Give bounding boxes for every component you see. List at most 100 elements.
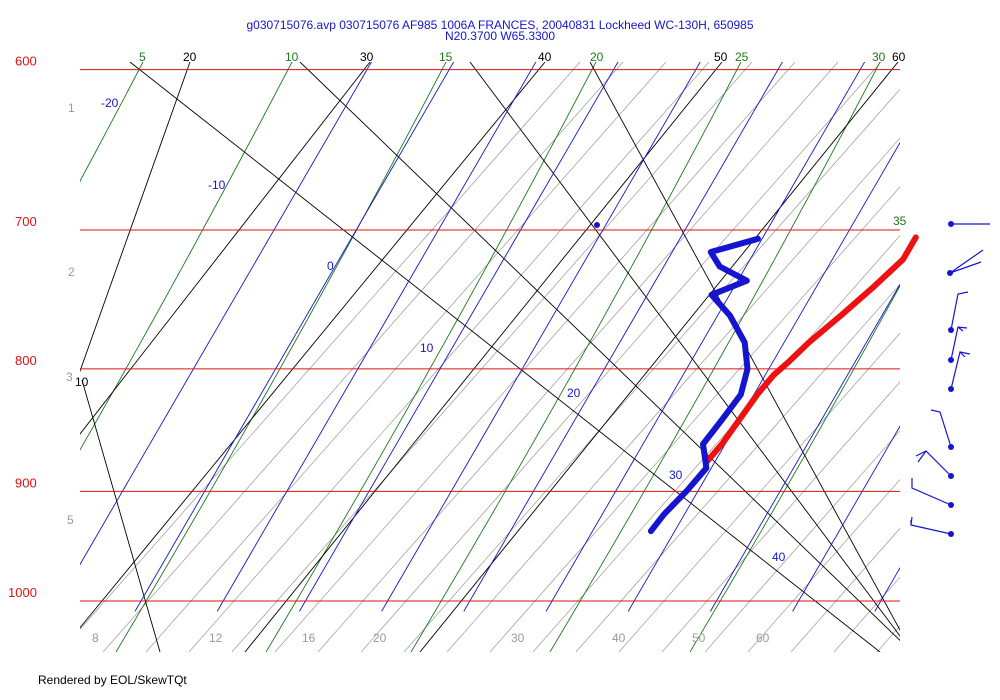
isotherm-label: 10 [420, 341, 434, 355]
moist-adiabat-label: 30 [872, 50, 886, 64]
mixing-ratio-label: 60 [756, 631, 770, 645]
wind-barb-point [948, 502, 954, 508]
isotherm [627, 141, 900, 612]
mixing-ratio-line [403, 88, 900, 652]
pressure-label: 600 [15, 54, 37, 69]
dewpoint-profile [647, 235, 761, 535]
wind-barb [930, 409, 952, 448]
moist-adiabats [80, 62, 900, 652]
mixing-ratio-label: 30 [511, 631, 525, 645]
moist-adiabat [265, 62, 597, 652]
wind-barb [949, 249, 984, 274]
moist-adiabat [80, 62, 293, 451]
mixing-ratio-line [102, 62, 624, 652]
dry-adiabat-label: 30 [360, 50, 374, 64]
isotherm-label: 20 [567, 386, 581, 400]
isotherm [299, 62, 619, 612]
wind-barb [950, 291, 969, 331]
mixing-ratio-line [747, 479, 900, 652]
mixing-ratio-line [704, 430, 900, 652]
dry-adiabat [80, 62, 371, 435]
left-axis-label: 2 [68, 265, 75, 279]
mixing-ratio-label: 20 [373, 631, 387, 645]
dry-adiabat [469, 62, 900, 637]
moist-adiabat-label: 20 [590, 50, 604, 64]
isotherm [545, 62, 866, 612]
mixing-ratio-label: 8 [92, 631, 99, 645]
isotherm-label: -20 [101, 96, 119, 110]
mixing-ratio-line [920, 62, 1000, 652]
moist-adiabat [410, 62, 742, 652]
moist-adiabat-label: 5 [139, 50, 146, 64]
mixing-ratio-line [661, 381, 900, 652]
mixing-ratio-line [575, 283, 900, 652]
moist-adiabat [80, 62, 144, 183]
mixing-ratio-line [833, 576, 900, 652]
wind-barb-point [948, 327, 954, 333]
wind-barb [910, 516, 952, 535]
mixing-ratio-line [80, 62, 581, 630]
mixing-ratio-line [790, 527, 900, 652]
pressure-label: 900 [15, 475, 37, 490]
pressure-label: 700 [15, 214, 37, 229]
wind-barb-point [947, 270, 953, 276]
dry-adiabat [80, 62, 191, 373]
mixing-ratio-line [532, 235, 900, 652]
wind-barb [950, 326, 968, 361]
profiles [594, 222, 919, 535]
mixing-ratio-label: 16 [302, 631, 316, 645]
moist-adiabat-label: 15 [439, 50, 453, 64]
mixing-ratio-label: 12 [209, 631, 223, 645]
wind-barb-point [948, 221, 954, 227]
mixing-ratio-lines [80, 62, 1000, 652]
left-axis-label: 1 [68, 101, 75, 115]
chart-subtitle: N20.3700 W65.3300 [444, 29, 556, 43]
wind-barb-point [948, 357, 954, 363]
wind-barb [911, 478, 952, 506]
chart-title: g030715076.avp 030715076 AF985 1006A FRA… [246, 18, 754, 32]
left-axis-label: 3 [66, 370, 73, 384]
dry-adiabat-label: 40 [538, 50, 552, 64]
dry-adiabat [299, 62, 900, 642]
wind-barb-point [948, 386, 954, 392]
moist-adiabat-label: 10 [285, 50, 299, 64]
isotherm-label: 30 [669, 468, 683, 482]
mixing-ratio-line [446, 137, 900, 652]
isotherms [80, 62, 900, 612]
axis-labels: 600 700 800 900 1000 -20 -10 0 10 20 30 40 20 30 40 50 6… [8, 50, 907, 645]
isotherm [463, 62, 783, 612]
isobars [80, 69, 900, 602]
pressure-label: 1000 [8, 585, 37, 600]
mixing-ratio-line [188, 62, 710, 652]
mixing-ratio-line [489, 186, 900, 652]
dry-adiabat [589, 62, 900, 631]
dry-adiabat-label: 10 [75, 375, 89, 389]
dry-adiabat-label: 60 [892, 50, 906, 64]
wind-barb-point [948, 444, 954, 450]
wind-barb-point [948, 473, 954, 479]
mixing-ratio-label: 50 [692, 631, 706, 645]
dry-adiabat [80, 62, 546, 629]
dry-adiabat [419, 62, 899, 652]
moist-adiabat [689, 284, 900, 652]
mixing-ratio-line [360, 62, 882, 652]
mixing-ratio-line [145, 62, 667, 652]
isotherm [710, 283, 900, 612]
isotherm [381, 62, 701, 612]
moist-adiabat-label: 25 [735, 50, 749, 64]
isotherm-label: 0 [327, 259, 334, 273]
left-axis-label: 5 [67, 513, 74, 527]
mixing-ratio-line [963, 62, 1000, 652]
isotherm [80, 62, 372, 566]
moist-adiabat [549, 62, 881, 652]
mixing-ratio-label: 40 [612, 631, 626, 645]
temperature-profile [703, 234, 919, 466]
mixing-ratio-line [317, 62, 839, 652]
dry-adiabat-label: 20 [183, 50, 197, 64]
wind-barb [915, 450, 952, 477]
dry-adiabat [129, 62, 881, 652]
wind-barb-point [948, 531, 954, 537]
mixing-ratio-line [231, 62, 753, 652]
isotherm-label: 40 [772, 550, 786, 564]
